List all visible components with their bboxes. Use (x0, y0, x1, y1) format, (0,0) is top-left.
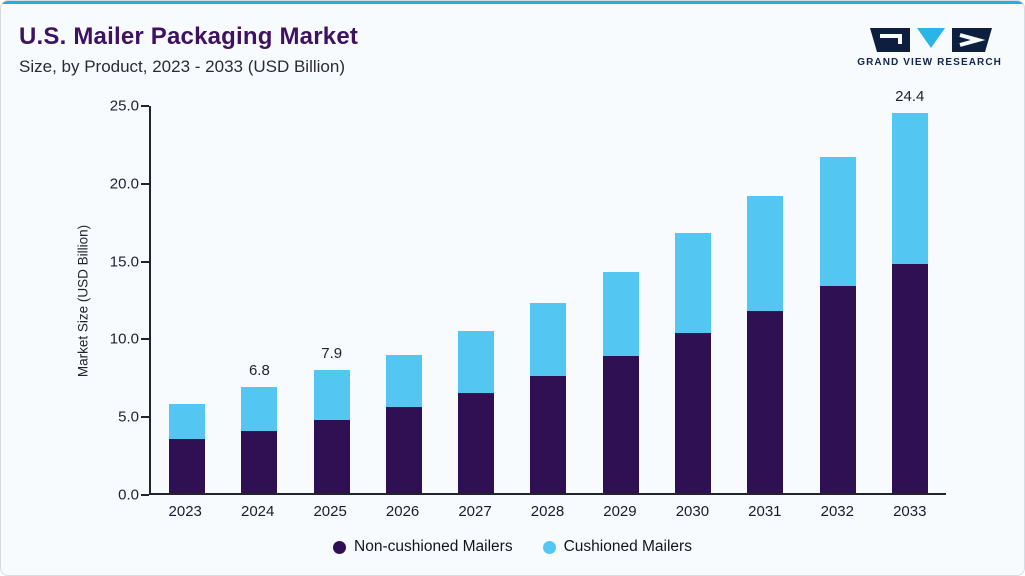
stacked-bar-2026 (385, 354, 422, 493)
bar-segment-cushioned-mailers-2030 (674, 233, 711, 333)
legend-label: Non-cushioned Mailers (354, 538, 513, 555)
bar-segment-non-cushioned-mailers-2030 (674, 332, 711, 493)
bar-segment-cushioned-mailers-2031 (747, 195, 784, 311)
bar-group-2032 (801, 106, 873, 493)
x-tick-label-2027: 2027 (458, 503, 492, 520)
y-axis: 0.0 5.0 10.0 15.0 20.0 25.0 (1, 98, 139, 504)
x-tick-label-2024: 2024 (240, 503, 275, 520)
gvr-logo: GRAND VIEW RESEARCH (857, 27, 1002, 68)
x-tick-label-2025: 2025 (313, 503, 347, 520)
stacked-bar-2025 (313, 370, 350, 493)
legend-label: Cushioned Mailers (563, 538, 692, 555)
bar-segment-non-cushioned-mailers-2029 (602, 356, 639, 493)
y-tick-label: 25.0 (109, 97, 139, 115)
bar-segment-cushioned-mailers-2027 (458, 331, 495, 394)
stacked-bar-2030 (674, 233, 711, 493)
x-tick-label-2030: 2030 (675, 503, 710, 520)
bar-group-2031 (729, 106, 801, 493)
y-tick-label: 10.0 (109, 330, 139, 348)
y-tick-label: 15.0 (109, 253, 139, 271)
bar-segment-cushioned-mailers-2028 (530, 303, 567, 377)
stacked-bar-2029 (602, 272, 639, 493)
bar-segment-non-cushioned-mailers-2033 (891, 264, 928, 493)
bar-total-label-2024: 6.8 (248, 362, 270, 380)
legend-dot (333, 540, 347, 554)
x-tick-label-2029: 2029 (603, 503, 637, 520)
y-tick-mark (141, 105, 149, 107)
bar-group-2029 (585, 106, 657, 493)
bar-segment-non-cushioned-mailers-2026 (385, 407, 422, 493)
bar-segment-cushioned-mailers-2023 (169, 404, 206, 439)
bar-group-2028 (512, 106, 584, 493)
y-tick-label: 5.0 (118, 408, 139, 426)
bar-group-2027 (440, 106, 512, 493)
bar-segment-cushioned-mailers-2029 (602, 272, 639, 357)
stacked-bar-2028 (530, 303, 567, 493)
bar-group-2023 (151, 106, 223, 493)
x-tick-label-2023: 2023 (168, 503, 202, 520)
x-tick-label-2033: 2033 (893, 503, 927, 520)
y-tick-mark (141, 494, 149, 496)
bar-group-2025: 7.9 (296, 106, 368, 493)
bar-segment-non-cushioned-mailers-2028 (530, 376, 567, 493)
bar-segment-cushioned-mailers-2026 (385, 354, 422, 408)
bar-segment-non-cushioned-mailers-2025 (313, 419, 350, 493)
y-tick-label: 20.0 (109, 175, 139, 193)
bar-segment-non-cushioned-mailers-2032 (819, 286, 856, 493)
bar-group-2033: 24.4 (874, 88, 946, 493)
legend-dot (542, 540, 556, 554)
bar-total-label-2033: 24.4 (895, 88, 925, 106)
x-tick-label-2028: 2028 (530, 503, 565, 520)
bars-container: 6.8 7.9 24.4 (151, 88, 946, 493)
bar-segment-non-cushioned-mailers-2027 (458, 393, 495, 493)
bar-group-2030 (657, 106, 729, 493)
y-tick-mark (141, 338, 149, 341)
stacked-bar-2033 (891, 113, 928, 493)
chart-subtitle: Size, by Product, 2023 - 2033 (USD Billi… (19, 57, 345, 76)
chart-title: U.S. Mailer Packaging Market (19, 23, 359, 50)
stacked-bar-2024 (241, 387, 278, 493)
bar-segment-cushioned-mailers-2033 (891, 113, 928, 265)
bar-total-label-2025: 7.9 (321, 345, 343, 363)
y-tick-mark (141, 182, 149, 185)
x-tick-label-2031: 2031 (748, 503, 782, 520)
stacked-bar-2031 (747, 195, 784, 493)
top-accent-line (1, 1, 1024, 4)
x-tick-label-2032: 2032 (820, 503, 854, 520)
x-axis-labels: 2023 2024 2025 2026 2027 2028 2029 2030 2031 2032… (149, 503, 946, 520)
y-tick-mark (141, 260, 149, 263)
bar-segment-non-cushioned-mailers-2031 (747, 310, 784, 493)
stacked-bar-2023 (169, 404, 206, 493)
bar-group-2026 (368, 106, 440, 493)
x-tick-label-2026: 2026 (385, 503, 420, 520)
stacked-bar-2027 (458, 331, 495, 493)
bar-segment-non-cushioned-mailers-2023 (169, 438, 206, 493)
gvr-logo-icon (870, 28, 992, 52)
bar-segment-cushioned-mailers-2032 (819, 156, 856, 287)
gvr-logo-text: GRAND VIEW RESEARCH (857, 57, 1002, 68)
legend-item-non-cushioned-mailers: Non-cushioned Mailers (333, 538, 513, 556)
y-tick-label: 0.0 (118, 486, 139, 504)
plot-area: 6.8 7.9 24.4 (141, 88, 946, 496)
legend-item-cushioned-mailers: Cushioned Mailers (542, 538, 692, 556)
bar-group-2024: 6.8 (223, 106, 295, 493)
legend: Non-cushioned Mailers Cushioned Mailers (1, 538, 1024, 556)
y-tick-mark (141, 416, 149, 419)
bar-segment-non-cushioned-mailers-2024 (241, 430, 278, 493)
bar-segment-cushioned-mailers-2025 (313, 370, 350, 420)
stacked-bar-2032 (819, 156, 856, 493)
bar-segment-cushioned-mailers-2024 (241, 387, 278, 431)
